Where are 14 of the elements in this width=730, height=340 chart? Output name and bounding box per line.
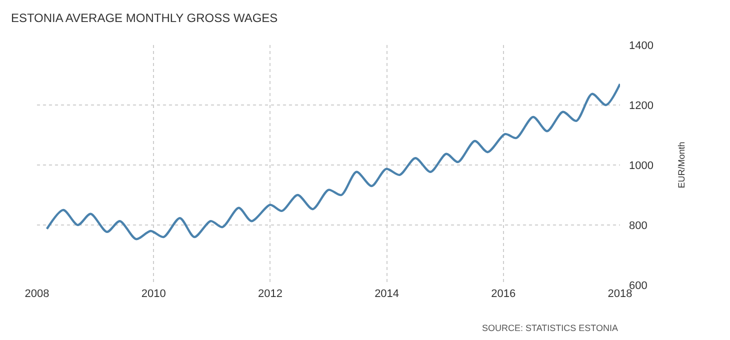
y-tick-label: 1200 [629,100,654,112]
x-tick-label: 2016 [491,288,516,300]
x-tick-label: 2008 [24,288,50,300]
x-tick-label: 2014 [374,288,400,300]
y-tick-label: 1000 [629,160,654,172]
y-tick-label: 1400 [629,40,654,52]
x-tick-label: 2010 [141,288,166,300]
x-tick-label: 2018 [608,288,632,300]
chart-title: ESTONIA AVERAGE MONTHLY GROSS WAGES [10,11,278,25]
x-tick-label: 2012 [258,288,282,300]
y-axis-title: EUR/Month [676,142,686,188]
line-series [46,82,620,240]
y-tick-label: 800 [629,220,648,232]
source-note: SOURCE: STATISTICS ESTONIA [482,323,618,333]
